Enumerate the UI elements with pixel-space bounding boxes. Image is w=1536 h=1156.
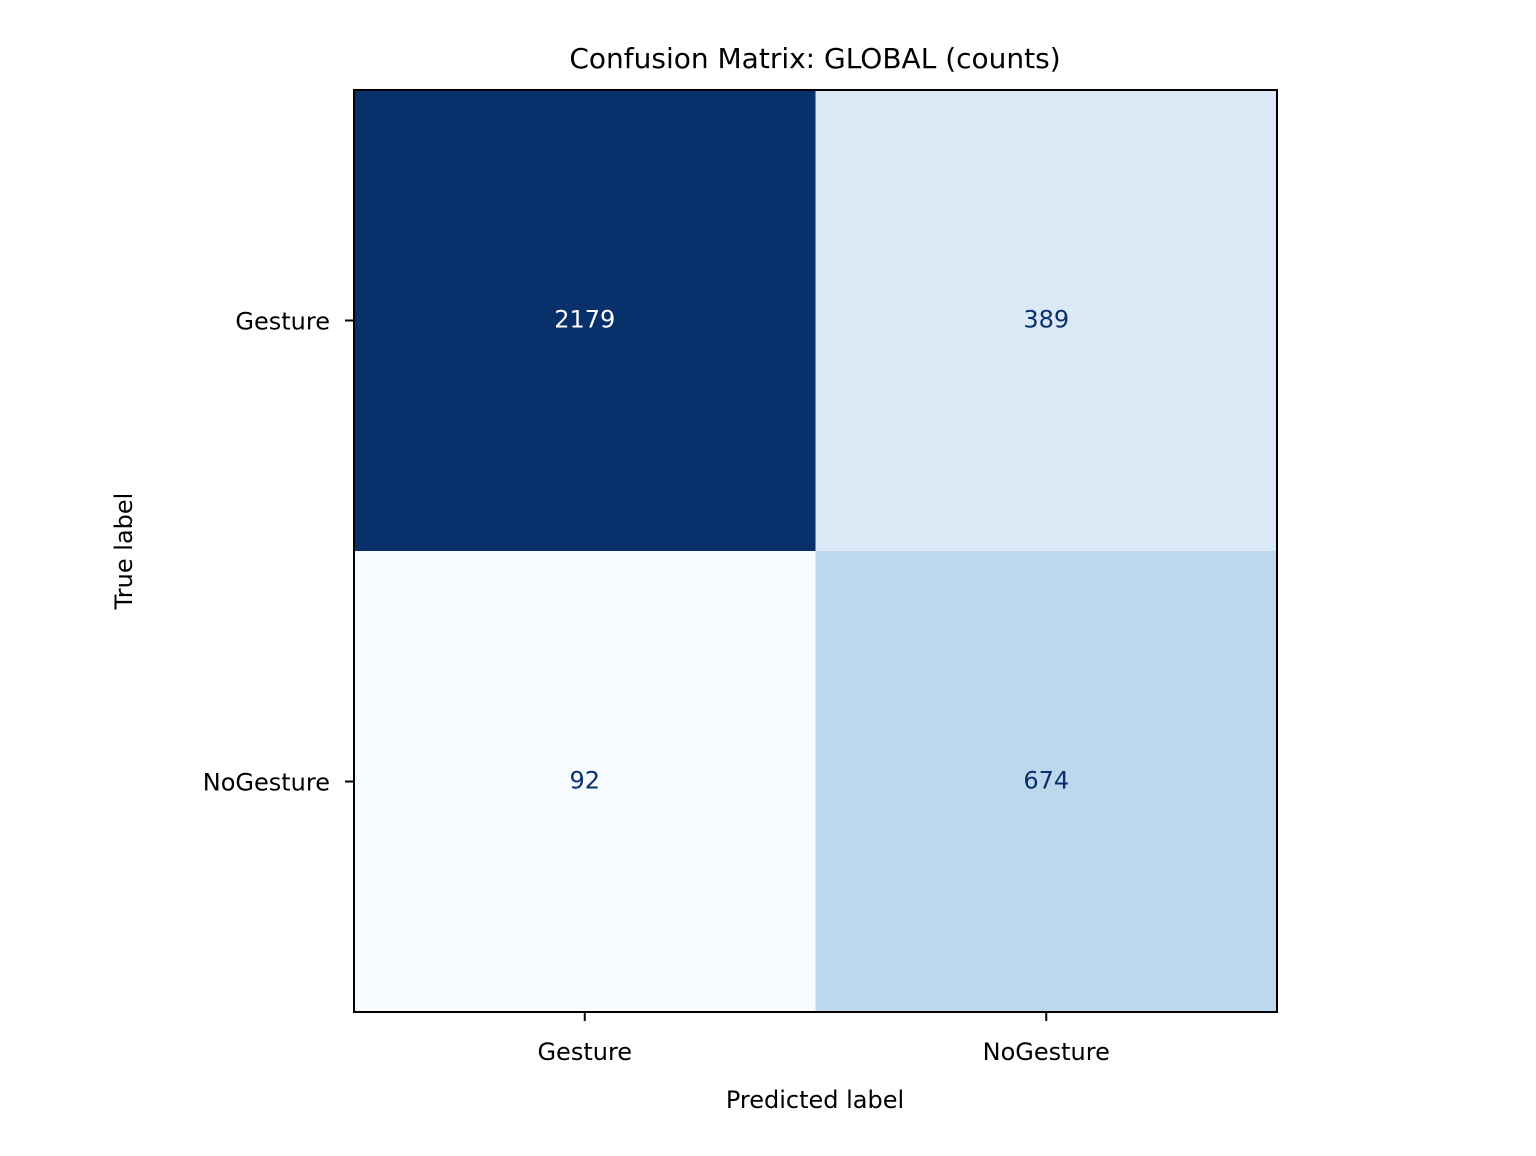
matrix-cell-0-0 (354, 90, 816, 552)
cell-labels-layer: 2179 389 92 674 (554, 306, 1069, 795)
cell-value-label-0-0: 2179 (554, 306, 615, 334)
x-tick-label-0: Gesture (537, 1038, 632, 1066)
y-tick-label-1: NoGesture (203, 769, 330, 797)
cell-value-label-1-0: 92 (569, 767, 600, 795)
matrix-cell-1-0 (354, 551, 816, 1013)
x-tick-label-1: NoGesture (983, 1038, 1110, 1066)
y-ticks-layer: Gesture NoGesture (203, 308, 354, 797)
plot-frame (353, 89, 1278, 1013)
cells-layer (354, 90, 1278, 1013)
cell-value-label-1-1: 674 (1023, 767, 1069, 795)
matrix-cell-1-1 (815, 551, 1278, 1013)
matrix-cell-0-1 (815, 90, 1278, 552)
y-tick-label-0: Gesture (235, 308, 330, 336)
y-axis-label: True label (110, 493, 138, 611)
x-axis-label: Predicted label (726, 1086, 904, 1114)
cell-value-label-0-1: 389 (1023, 306, 1069, 334)
chart-title: Confusion Matrix: GLOBAL (counts) (569, 42, 1060, 75)
x-ticks-layer: Gesture NoGesture (537, 1012, 1110, 1066)
